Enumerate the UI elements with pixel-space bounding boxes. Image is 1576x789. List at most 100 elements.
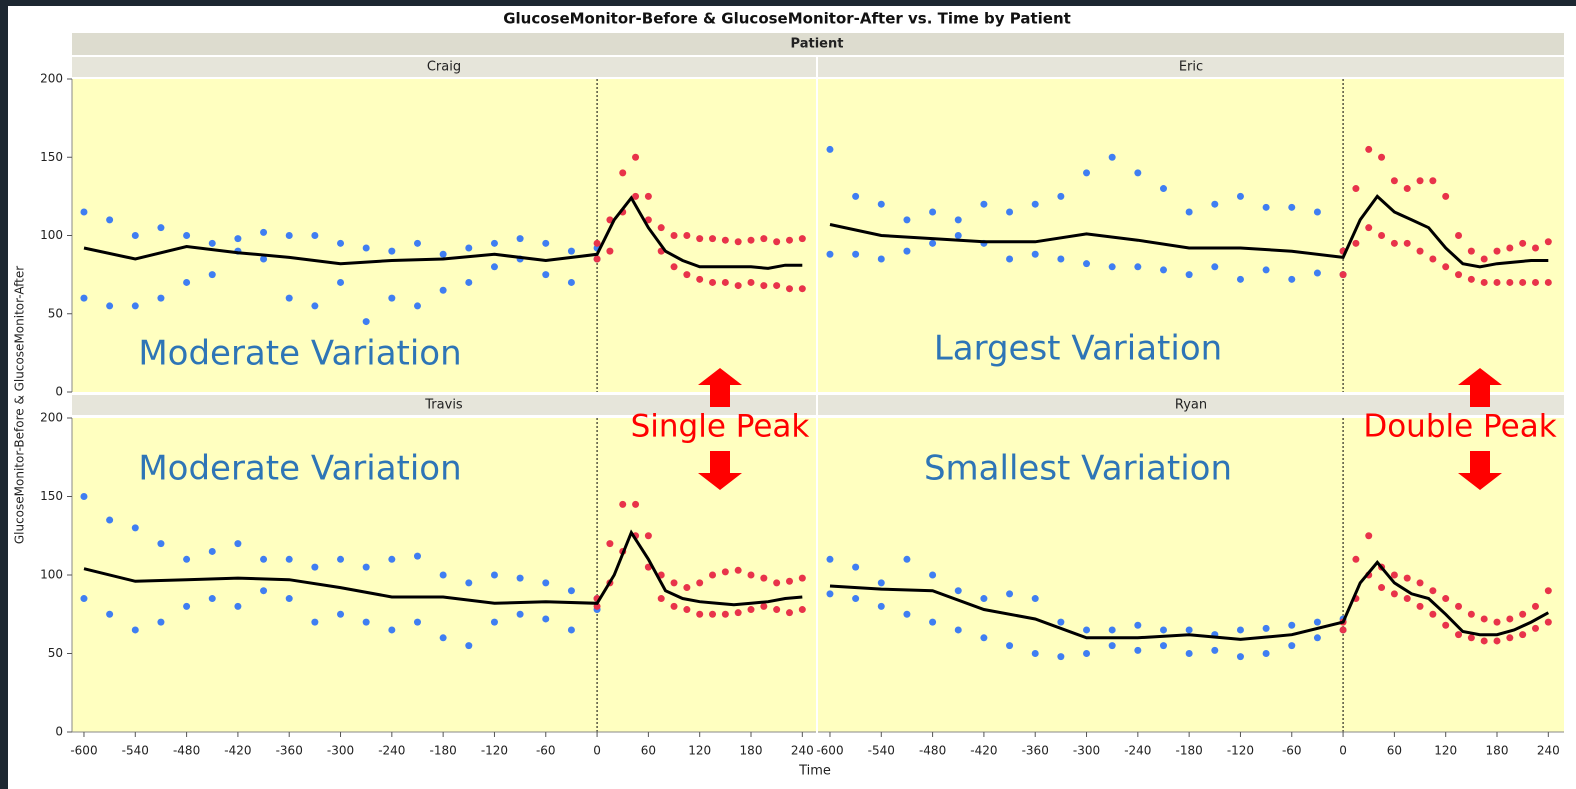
before-point bbox=[1262, 203, 1270, 211]
after-point bbox=[1416, 177, 1424, 185]
before-point bbox=[1083, 260, 1091, 268]
before-point bbox=[131, 302, 139, 310]
after-point bbox=[1429, 177, 1437, 185]
before-point bbox=[1108, 153, 1116, 161]
before-point bbox=[1313, 269, 1321, 277]
before-point bbox=[1134, 646, 1142, 654]
y-tick-label: 200 bbox=[40, 72, 63, 86]
panel-title: Ryan bbox=[1175, 398, 1207, 413]
after-point bbox=[1416, 579, 1424, 587]
before-point bbox=[1083, 650, 1091, 657]
before-point bbox=[388, 555, 396, 563]
x-tick-label: 180 bbox=[740, 744, 763, 758]
after-point bbox=[1544, 238, 1552, 246]
before-point bbox=[465, 642, 473, 650]
after-point bbox=[696, 579, 704, 587]
before-point bbox=[567, 626, 575, 634]
after-point bbox=[773, 282, 781, 290]
x-tick-label: -360 bbox=[1022, 744, 1049, 758]
smooth-line bbox=[829, 560, 1550, 641]
before-point bbox=[542, 239, 550, 247]
x-tick-label: 0 bbox=[1339, 744, 1347, 758]
after-point bbox=[1455, 232, 1463, 239]
after-point bbox=[760, 282, 768, 290]
before-point bbox=[954, 587, 962, 595]
after-point bbox=[1352, 239, 1360, 247]
before-point bbox=[903, 216, 911, 224]
x-tick-label: -480 bbox=[919, 744, 946, 758]
x-tick-label: -480 bbox=[173, 744, 200, 758]
panel-title: Travis bbox=[424, 398, 463, 413]
after-point bbox=[1467, 610, 1475, 618]
before-point bbox=[1159, 185, 1167, 193]
before-point bbox=[1313, 618, 1321, 626]
after-point bbox=[1352, 185, 1360, 193]
after-point bbox=[1390, 571, 1398, 579]
after-point bbox=[1390, 177, 1398, 185]
plot-area bbox=[818, 418, 1564, 732]
before-point bbox=[260, 587, 268, 595]
after-point bbox=[1442, 263, 1450, 271]
after-point bbox=[1339, 626, 1347, 634]
before-point bbox=[903, 555, 911, 563]
after-point bbox=[760, 235, 768, 243]
before-point bbox=[1057, 618, 1065, 626]
before-point bbox=[311, 232, 319, 239]
after-point bbox=[721, 278, 729, 286]
y-tick-label: 150 bbox=[40, 489, 63, 503]
before-point bbox=[929, 239, 937, 247]
after-point bbox=[696, 235, 704, 243]
x-tick-label: -60 bbox=[1282, 744, 1302, 758]
before-point bbox=[80, 493, 88, 500]
before-point bbox=[980, 634, 988, 642]
before-point bbox=[852, 250, 860, 258]
after-point bbox=[734, 566, 742, 574]
before-point bbox=[954, 216, 962, 224]
before-point bbox=[413, 239, 421, 247]
x-tick-label: 240 bbox=[1537, 744, 1560, 758]
before-point bbox=[567, 247, 575, 255]
arrow-down bbox=[1458, 451, 1502, 490]
before-point bbox=[1006, 255, 1014, 263]
after-point bbox=[734, 609, 742, 617]
panel-note: Moderate Variation bbox=[138, 334, 461, 374]
after-point bbox=[709, 571, 717, 579]
before-point bbox=[465, 579, 473, 587]
after-point bbox=[785, 236, 793, 244]
after-point bbox=[709, 235, 717, 243]
after-point bbox=[1352, 555, 1360, 563]
before-point bbox=[1031, 250, 1039, 258]
before-point bbox=[439, 571, 447, 579]
before-point bbox=[1057, 653, 1065, 661]
panel-header bbox=[72, 57, 816, 77]
plot-area bbox=[72, 79, 816, 392]
arrow-up bbox=[698, 368, 742, 407]
y-tick-label: 100 bbox=[40, 568, 63, 582]
before-point bbox=[980, 595, 988, 603]
group-header bbox=[72, 33, 1564, 55]
after-point bbox=[721, 568, 729, 576]
x-tick-label: -180 bbox=[1176, 744, 1203, 758]
before-point bbox=[80, 595, 88, 603]
before-point bbox=[1211, 200, 1219, 208]
after-point bbox=[1480, 615, 1488, 623]
after-point bbox=[721, 610, 729, 618]
before-point bbox=[929, 618, 937, 626]
panel-title: Craig bbox=[427, 60, 461, 75]
y-tick-label: 50 bbox=[48, 646, 63, 660]
after-point bbox=[760, 602, 768, 610]
after-point bbox=[785, 285, 793, 293]
before-point bbox=[1288, 275, 1296, 283]
panel-title: Eric bbox=[1179, 60, 1203, 75]
after-point bbox=[683, 606, 691, 614]
before-point bbox=[311, 563, 319, 571]
before-point bbox=[337, 610, 345, 618]
smooth-line bbox=[829, 194, 1549, 269]
before-point bbox=[131, 524, 139, 532]
after-point bbox=[1403, 185, 1411, 193]
after-point bbox=[785, 577, 793, 585]
before-point bbox=[826, 555, 834, 563]
x-tick-label: -300 bbox=[1073, 744, 1100, 758]
before-point bbox=[157, 224, 165, 232]
after-point bbox=[1365, 145, 1373, 153]
